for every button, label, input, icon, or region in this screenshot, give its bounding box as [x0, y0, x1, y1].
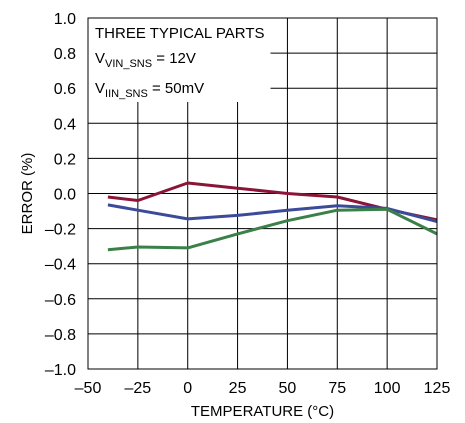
x-tick-label: 0	[183, 380, 192, 397]
y-tick-label: –0.4	[45, 257, 76, 274]
y-axis-label: ERROR (%)	[19, 153, 36, 235]
y-tick-label: –1.0	[45, 362, 76, 379]
y-tick-label: 0.6	[54, 81, 76, 98]
data-series	[107, 181, 438, 252]
annotation-line-3: VIIN_SNS = 50mV	[95, 80, 204, 100]
y-tick-label: 0.4	[54, 116, 76, 133]
x-axis-label: TEMPERATURE (°C)	[191, 403, 334, 420]
x-tick-label: 75	[328, 380, 346, 397]
y-tick-label: 0.2	[54, 151, 76, 168]
y-tick-label: 0.0	[54, 187, 76, 204]
plot-frame	[87, 17, 438, 370]
annotation-line-3-suffix: = 50mV	[148, 80, 204, 97]
annotation-line-2: VVIN_SNS = 12V	[95, 50, 196, 70]
x-tick-label: 100	[374, 380, 401, 397]
y-tick-label: –0.2	[45, 222, 76, 239]
annotation-line-3-prefix: V	[95, 80, 105, 97]
annotation-line-2-subscript: VIN_SNS	[105, 58, 152, 70]
x-axis-tick-labels: –50 –25 0 25 50 75 100 125	[75, 380, 451, 397]
annotation-line-2-suffix: = 12V	[152, 50, 196, 67]
x-tick-label: 50	[279, 380, 297, 397]
annotation-background	[88, 18, 271, 102]
y-tick-label: –0.8	[45, 327, 76, 344]
y-tick-label: –0.6	[45, 292, 76, 309]
annotation-line-2-prefix: V	[95, 50, 105, 67]
annotation-box: THREE TYPICAL PARTS VVIN_SNS = 12V VIIN_…	[88, 18, 271, 102]
y-tick-label: 0.8	[54, 46, 76, 63]
x-tick-label: 125	[424, 380, 451, 397]
y-tick-label: 1.0	[54, 11, 76, 28]
x-tick-label: 25	[229, 380, 247, 397]
x-tick-label: –50	[75, 380, 102, 397]
x-tick-label: –25	[125, 380, 152, 397]
y-axis-tick-labels: –1.0 –0.8 –0.6 –0.4 –0.2 0.0 0.2 0.4 0.6 0.8 1.0	[45, 11, 76, 379]
annotation-line-3-subscript: IIN_SNS	[105, 88, 148, 100]
annotation-line-1: THREE TYPICAL PARTS	[95, 25, 265, 42]
series-line-3	[107, 207, 438, 252]
